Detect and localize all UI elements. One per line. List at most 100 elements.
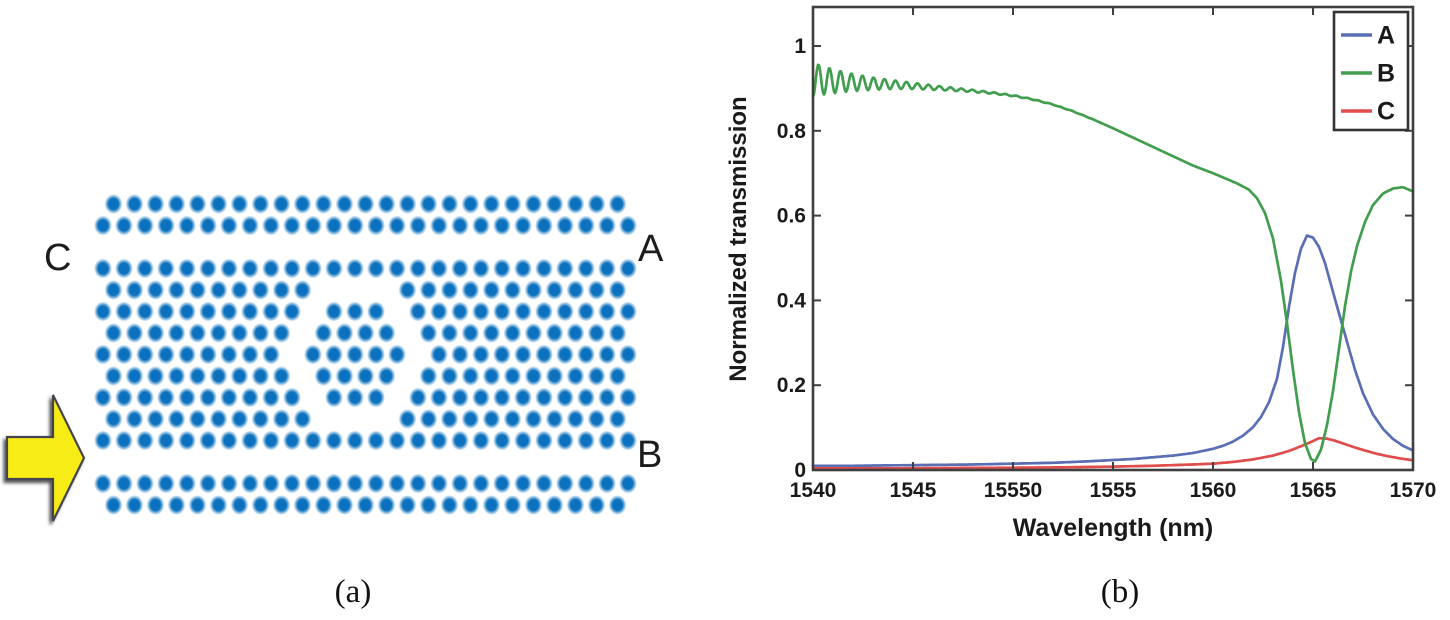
- lattice-dot: [514, 387, 532, 408]
- lattice-dot: [251, 194, 270, 214]
- lattice-dot: [335, 194, 354, 214]
- lattice-dot: [514, 215, 532, 236]
- lattice-dot: [283, 473, 301, 494]
- lattice-dot: [262, 473, 280, 494]
- lattice-dot: [367, 430, 385, 451]
- lattice-dot: [241, 258, 259, 279]
- lattice-dot: [157, 473, 175, 494]
- x-tick-label: 1540: [790, 479, 837, 502]
- lattice-dot: [346, 258, 364, 279]
- lattice-dot: [199, 387, 217, 408]
- lattice-dot: [188, 409, 207, 429]
- lattice-dot: [199, 301, 217, 322]
- lattice-dot: [325, 215, 343, 236]
- lattice-dot: [209, 409, 228, 429]
- lattice-dot: [451, 387, 469, 408]
- port-label-b: B: [637, 434, 662, 476]
- lattice-dot: [430, 301, 448, 322]
- lattice-dot: [619, 258, 637, 279]
- lattice-dot: [335, 366, 354, 386]
- lattice-dot: [115, 430, 133, 451]
- lattice-dot: [157, 344, 175, 365]
- lattice-dot: [251, 280, 270, 300]
- lattice-dot: [136, 215, 154, 236]
- lattice-dot: [157, 215, 175, 236]
- lattice-dot: [304, 430, 322, 451]
- lattice-dot: [157, 258, 175, 279]
- lattice-dot: [230, 280, 249, 300]
- lattice-dot: [272, 495, 291, 515]
- lattice-dot: [419, 194, 438, 214]
- lattice-dot: [188, 366, 207, 386]
- lattice-dot: [367, 344, 385, 365]
- lattice-dot: [104, 495, 123, 515]
- lattice-dot: [367, 301, 385, 322]
- lattice-dot: [430, 344, 448, 365]
- lattice-dot: [136, 344, 154, 365]
- lattice-dot: [409, 215, 427, 236]
- lattice-dot: [209, 366, 228, 386]
- lattice-dot: [178, 344, 196, 365]
- lattice-dot: [503, 366, 522, 386]
- caption-b: (b): [1100, 574, 1140, 610]
- lattice-dot: [335, 323, 354, 343]
- lattice-dot: [545, 280, 564, 300]
- lattice-dot: [136, 258, 154, 279]
- lattice-dot: [136, 473, 154, 494]
- lattice-dot: [230, 495, 249, 515]
- lattice-dot: [419, 323, 438, 343]
- lattice-dot: [115, 301, 133, 322]
- lattice-dot: [157, 301, 175, 322]
- lattice-dot: [272, 194, 291, 214]
- lattice-dot: [482, 366, 501, 386]
- lattice-dot: [104, 366, 123, 386]
- lattice-dot: [209, 280, 228, 300]
- lattice-dot: [251, 323, 270, 343]
- lattice-dot: [608, 323, 627, 343]
- lattice-dot: [188, 323, 207, 343]
- lattice-dot: [493, 430, 511, 451]
- lattice-dot: [598, 473, 616, 494]
- lattice-dot: [493, 387, 511, 408]
- x-tick-label: 1545: [890, 479, 937, 502]
- lattice-dot: [493, 301, 511, 322]
- lattice-dot: [304, 344, 322, 365]
- lattice-dot: [619, 344, 637, 365]
- lattice-dot: [566, 280, 585, 300]
- lattice-dot: [577, 344, 595, 365]
- lattice-dot: [598, 215, 616, 236]
- y-tick-label: 0.8: [777, 120, 807, 143]
- lattice-dot: [230, 323, 249, 343]
- lattice-dot: [220, 301, 238, 322]
- lattice-dot: [451, 301, 469, 322]
- caption-a: (a): [334, 574, 372, 610]
- lattice-dot: [608, 409, 627, 429]
- lattice-dot: [524, 495, 543, 515]
- lattice-dot: [241, 430, 259, 451]
- lattice-dot: [503, 495, 522, 515]
- x-tick-label: 15550: [984, 479, 1042, 502]
- lattice-dot: [377, 495, 396, 515]
- lattice-dot: [545, 323, 564, 343]
- lattice-dot: [314, 495, 333, 515]
- lattice-dot: [94, 258, 112, 279]
- lattice-dot: [272, 280, 291, 300]
- lattice-dot: [619, 387, 637, 408]
- lattice-dot: [461, 409, 480, 429]
- lattice-dot: [94, 387, 112, 408]
- lattice-dot: [461, 495, 480, 515]
- lattice-dot: [493, 258, 511, 279]
- lattice-dot: [178, 430, 196, 451]
- lattice-dot: [524, 409, 543, 429]
- lattice-dot: [220, 430, 238, 451]
- lattice-dot: [167, 366, 186, 386]
- lattice-dot: [430, 473, 448, 494]
- lattice-dot: [230, 409, 249, 429]
- lattice-dot: [125, 280, 144, 300]
- lattice-dot: [377, 323, 396, 343]
- y-tick-label: 1: [794, 35, 806, 58]
- lattice-dot: [503, 323, 522, 343]
- lattice-dot: [136, 430, 154, 451]
- lattice-dot: [409, 430, 427, 451]
- lattice-dot: [419, 280, 438, 300]
